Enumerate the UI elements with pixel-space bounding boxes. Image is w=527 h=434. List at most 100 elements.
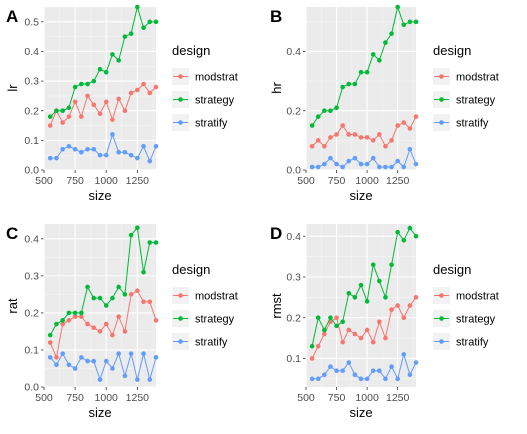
- data-point-modstrat: [154, 85, 159, 90]
- data-point-modstrat: [91, 103, 96, 108]
- data-point-strategy: [123, 292, 128, 297]
- y-tick-label: 0.2: [286, 312, 301, 324]
- data-point-stratify: [322, 372, 327, 377]
- x-tick-label: 500: [35, 175, 53, 187]
- data-point-modstrat: [129, 91, 134, 96]
- x-tick-label: 1250: [126, 175, 150, 187]
- data-point-strategy: [110, 296, 115, 301]
- data-point-stratify: [116, 150, 121, 155]
- legend-key-point: [439, 293, 444, 298]
- data-point-strategy: [54, 108, 59, 113]
- y-tick-label: 0.4: [286, 231, 301, 243]
- data-point-modstrat: [377, 132, 382, 137]
- data-point-modstrat: [346, 132, 351, 137]
- data-point-strategy: [322, 328, 327, 333]
- data-point-strategy: [371, 262, 376, 267]
- x-tick-label: 750: [66, 175, 84, 187]
- legend-label-modstrat: modstrat: [456, 291, 499, 303]
- data-point-modstrat: [371, 138, 376, 143]
- legend-key-point: [439, 97, 444, 102]
- data-point-stratify: [60, 351, 65, 356]
- x-axis-title: size: [349, 188, 372, 203]
- data-point-stratify: [110, 366, 115, 371]
- data-point-strategy: [359, 70, 364, 75]
- data-point-strategy: [147, 20, 152, 25]
- data-point-strategy: [316, 315, 321, 320]
- y-tick-label: 0.1: [24, 345, 39, 357]
- data-point-strategy: [135, 225, 140, 230]
- data-point-stratify: [395, 377, 400, 382]
- data-point-modstrat: [316, 138, 321, 143]
- chart-panel-c: C0.00.10.20.30.4500 750 1000 1250sizeratdes…: [5, 224, 238, 420]
- data-point-modstrat: [359, 135, 364, 140]
- data-point-modstrat: [359, 336, 364, 341]
- data-point-stratify: [60, 147, 65, 152]
- data-point-strategy: [73, 85, 78, 90]
- data-point-stratify: [91, 359, 96, 364]
- y-tick-label: 0.4: [24, 46, 39, 58]
- data-point-modstrat: [116, 314, 121, 319]
- data-point-strategy: [60, 318, 65, 323]
- data-point-stratify: [147, 377, 152, 382]
- data-point-modstrat: [141, 82, 146, 87]
- data-point-modstrat: [91, 325, 96, 330]
- x-tick-label: 1250: [386, 175, 410, 187]
- x-tick-label: 750: [66, 392, 84, 404]
- data-point-stratify: [322, 162, 327, 167]
- data-point-modstrat: [135, 288, 140, 293]
- data-point-strategy: [414, 20, 419, 25]
- data-point-stratify: [79, 150, 84, 155]
- data-point-stratify: [401, 352, 406, 357]
- data-point-modstrat: [377, 320, 382, 325]
- data-point-strategy: [116, 58, 121, 63]
- data-point-stratify: [110, 132, 115, 137]
- x-tick-label: 1000: [95, 392, 119, 404]
- data-point-modstrat: [79, 114, 84, 119]
- data-point-strategy: [79, 82, 84, 87]
- data-point-strategy: [322, 108, 327, 113]
- data-point-stratify: [104, 359, 109, 364]
- data-point-strategy: [408, 226, 413, 231]
- data-point-modstrat: [85, 94, 90, 99]
- data-point-strategy: [91, 296, 96, 301]
- y-tick-label: 0.3: [24, 76, 39, 88]
- data-point-strategy: [310, 123, 315, 128]
- data-point-strategy: [110, 52, 115, 57]
- data-point-strategy: [154, 240, 159, 245]
- data-point-strategy: [414, 234, 419, 239]
- data-point-modstrat: [54, 355, 59, 360]
- data-point-modstrat: [110, 333, 115, 338]
- data-point-strategy: [98, 67, 103, 72]
- data-point-stratify: [91, 147, 96, 152]
- legend-key-point: [178, 120, 183, 125]
- data-point-strategy: [408, 20, 413, 25]
- legend-label-stratify: stratify: [195, 337, 228, 349]
- data-point-modstrat: [141, 299, 146, 304]
- data-point-stratify: [346, 360, 351, 365]
- data-point-stratify: [340, 368, 345, 373]
- data-point-stratify: [98, 153, 103, 158]
- data-point-stratify: [316, 165, 321, 170]
- data-point-strategy: [316, 114, 321, 119]
- data-point-strategy: [328, 315, 333, 320]
- data-point-stratify: [316, 377, 321, 382]
- data-point-modstrat: [334, 315, 339, 320]
- legend-label-modstrat: modstrat: [195, 72, 238, 84]
- legend-label-strategy: strategy: [456, 95, 496, 107]
- data-point-stratify: [371, 156, 376, 161]
- data-point-modstrat: [365, 328, 370, 333]
- data-point-modstrat: [147, 299, 152, 304]
- data-point-stratify: [129, 351, 134, 356]
- data-point-stratify: [73, 147, 78, 152]
- data-point-modstrat: [123, 329, 128, 334]
- data-point-modstrat: [123, 108, 128, 113]
- data-point-strategy: [340, 85, 345, 90]
- data-point-stratify: [328, 156, 333, 161]
- data-point-strategy: [365, 299, 370, 304]
- data-point-modstrat: [67, 114, 72, 119]
- data-point-stratify: [383, 165, 388, 170]
- data-point-strategy: [85, 285, 90, 290]
- chart-panel-b: B0.00.20.4500 750 1000 1250sizehrdesignmods…: [269, 5, 499, 203]
- data-point-modstrat: [395, 303, 400, 308]
